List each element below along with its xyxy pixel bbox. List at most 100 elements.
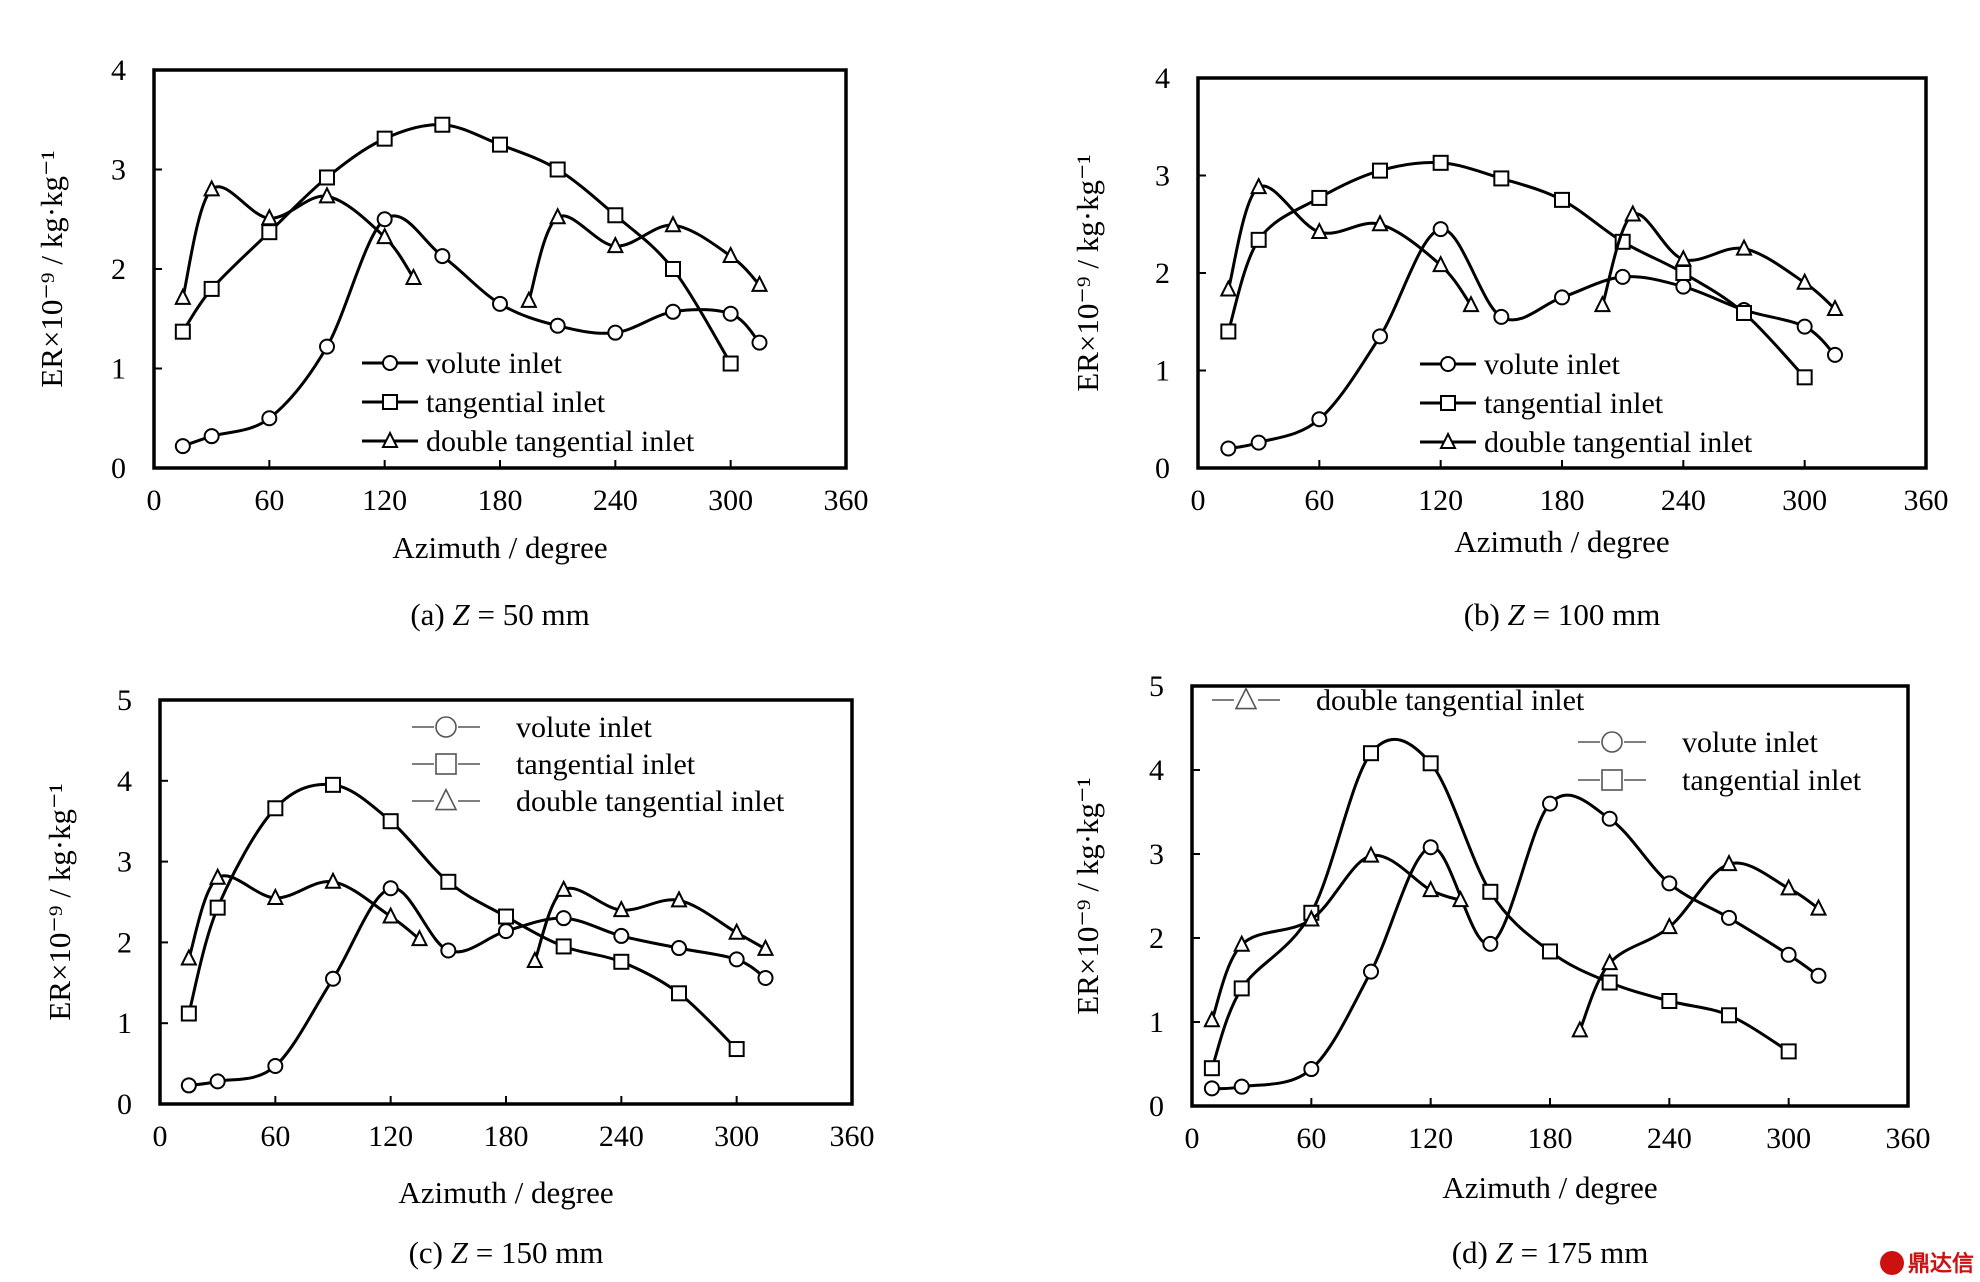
- legend-marker: [1440, 395, 1456, 411]
- x-tick-label: 120: [1408, 1122, 1453, 1155]
- y-axis-title: ER×10⁻⁹ / kg·kg⁻¹: [1070, 777, 1105, 1014]
- panel-caption: (b) Z = 100 mm: [1464, 597, 1661, 632]
- data-point: [670, 890, 688, 908]
- data-point: [1250, 231, 1267, 248]
- data-point: [434, 248, 451, 265]
- legend-marker: [1234, 686, 1258, 710]
- data-point: [376, 226, 394, 245]
- legend-label: tangential inlet: [1682, 764, 1862, 797]
- data-point: [728, 951, 745, 968]
- data-point: [1554, 191, 1570, 208]
- y-tick-label: 1: [117, 1007, 132, 1040]
- y-tick-label: 3: [111, 154, 126, 187]
- data-point: [1624, 204, 1642, 222]
- panel-a: 0 60 120 180 240 300 360 0 1 2 3 4 Azimuth / degree E…: [34, 54, 869, 632]
- legend-item: double tangential inlet: [1420, 426, 1753, 459]
- data-point: [1674, 249, 1692, 267]
- data-point: [728, 1041, 745, 1058]
- data-point: [750, 274, 769, 292]
- data-point: [440, 873, 457, 890]
- x-tick-label: 180: [478, 484, 523, 517]
- data-point: [1614, 268, 1631, 285]
- legend: volute inlet tangential inlet double tange…: [1420, 348, 1753, 459]
- data-point: [318, 186, 336, 204]
- data-point: [1233, 1078, 1250, 1095]
- legend: double tangential inlet volute inlet tange…: [1212, 684, 1862, 797]
- x-tick-label: 60: [254, 484, 284, 517]
- data-point: [1422, 755, 1439, 772]
- data-point: [606, 235, 624, 254]
- data-point: [376, 130, 393, 147]
- y-axis-title: ER×10⁻⁹ / kg·kg⁻¹: [34, 150, 69, 387]
- data-point: [613, 953, 630, 970]
- legend-label: volute inlet: [1484, 348, 1620, 381]
- legend: volute inlet tangential inlet double tange…: [412, 711, 785, 818]
- y-axis-title: ER×10⁻⁹ / kg·kg⁻¹: [42, 783, 77, 1020]
- data-point: [549, 317, 566, 334]
- data-point: [555, 910, 572, 927]
- legend-label: tangential inlet: [426, 386, 606, 419]
- x-tick-label: 0: [153, 1120, 168, 1153]
- data-point: [1661, 875, 1678, 892]
- data-point: [1462, 294, 1480, 313]
- panel-b: 0 60 120 180 240 300 360 0 1 2 3 4 Azimuth / degree E…: [1070, 62, 1949, 632]
- data-point: [728, 922, 746, 940]
- watermark: 鼎达信: [1880, 1251, 1974, 1277]
- data-point: [434, 116, 451, 133]
- data-point: [440, 942, 457, 959]
- legend-item: volute inlet: [362, 347, 562, 380]
- y-tick-label: 5: [117, 684, 132, 717]
- legend-label: double tangential inlet: [516, 785, 785, 818]
- data-point: [1302, 909, 1320, 927]
- data-point: [1422, 839, 1439, 856]
- series-line: [1578, 861, 1820, 1032]
- data-point: [1493, 308, 1510, 325]
- data-point: [1363, 745, 1379, 762]
- series-double-tangential-inlet: [1203, 845, 1828, 1038]
- data-point: [671, 985, 687, 1002]
- x-axis-title: Azimuth / degree: [392, 530, 607, 565]
- legend-marker: [435, 753, 457, 775]
- data-point: [549, 161, 566, 178]
- plot-frame: [158, 698, 854, 1106]
- x-tick-label: 0: [147, 484, 162, 517]
- data-point: [1372, 328, 1388, 345]
- data-point: [757, 969, 774, 986]
- data-point: [1796, 272, 1814, 290]
- x-tick-label: 360: [1904, 484, 1949, 517]
- data-point: [203, 280, 220, 297]
- x-tick-label: 180: [1540, 484, 1585, 517]
- data-point: [209, 867, 227, 885]
- y-tick-label: 4: [1155, 62, 1170, 95]
- y-tick-label: 1: [111, 353, 126, 386]
- x-tick-label: 120: [1418, 484, 1463, 517]
- x-tick-label: 360: [1886, 1122, 1931, 1155]
- x-tick-label: 120: [368, 1120, 413, 1153]
- data-point: [520, 290, 538, 308]
- data-point: [174, 287, 192, 305]
- data-point: [1203, 1080, 1220, 1097]
- data-point: [267, 800, 284, 817]
- data-point: [261, 410, 278, 427]
- data-point: [665, 261, 681, 277]
- data-point: [410, 928, 429, 947]
- data-point: [1303, 1061, 1320, 1078]
- x-tick-label: 60: [1296, 1122, 1326, 1155]
- data-point: [1661, 993, 1678, 1009]
- data-point: [1372, 162, 1388, 179]
- data-point: [613, 927, 630, 944]
- data-point: [1362, 845, 1380, 863]
- panel-d: 0 60 120 180 240 300 360 0 1 2 3 4 5 Azimuth / degree…: [1070, 670, 1931, 1270]
- data-point: [1363, 963, 1379, 980]
- series-line: [181, 123, 733, 365]
- data-point: [1675, 265, 1692, 281]
- legend-item: double tangential inlet: [1212, 684, 1585, 717]
- legend-item: tangential inlet: [1578, 764, 1862, 797]
- series-line: [1210, 793, 1820, 1091]
- legend-marker: [1601, 769, 1623, 791]
- data-point: [1554, 289, 1570, 306]
- series-line: [187, 782, 739, 1051]
- legend-item: volute inlet: [412, 711, 652, 744]
- data-point: [498, 923, 514, 940]
- data-point: [1721, 1007, 1737, 1024]
